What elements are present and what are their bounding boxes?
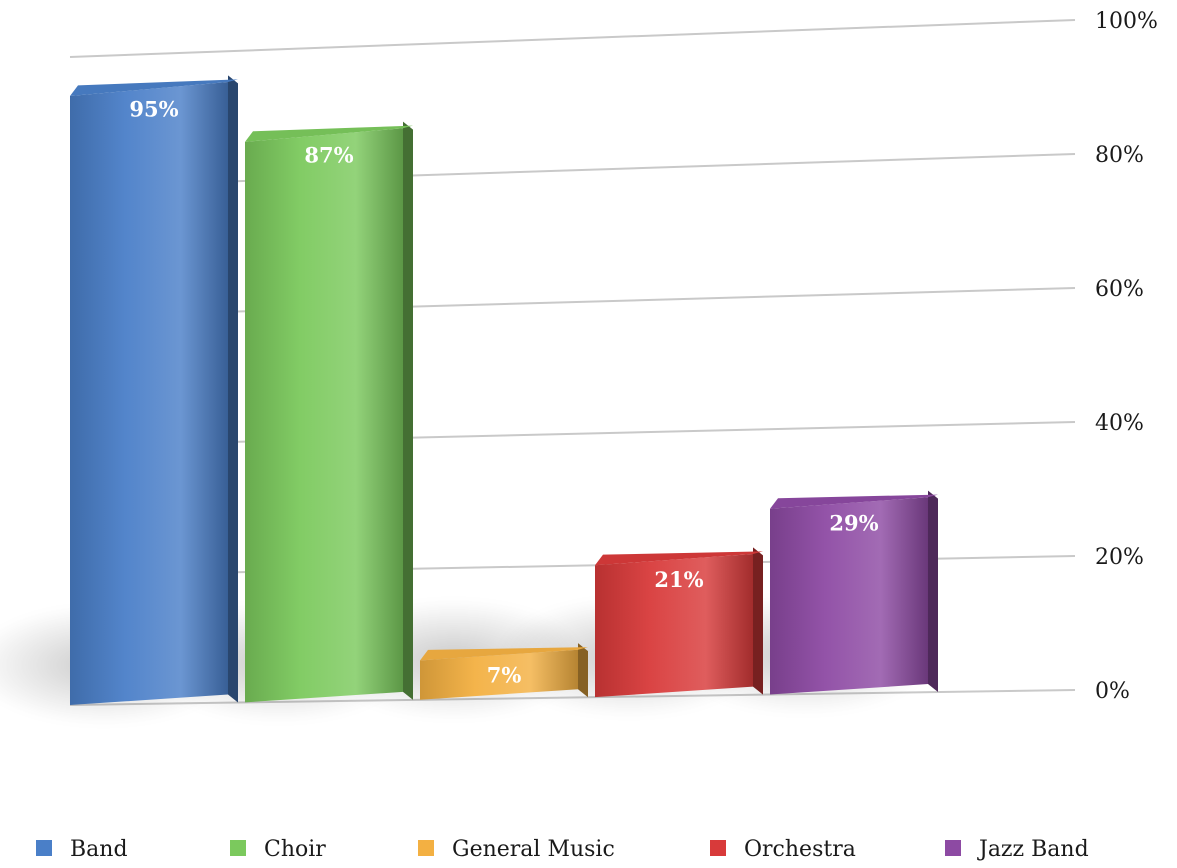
legend-swatch xyxy=(945,840,961,856)
data-labels: 95% 87% 7% 21% 29% xyxy=(129,96,878,687)
legend-label: Choir xyxy=(264,837,326,862)
bar-side xyxy=(928,490,938,693)
y-tick-label: 0% xyxy=(1095,679,1130,704)
legend: Band Choir General Music Orchestra Jazz Band xyxy=(36,837,1089,862)
bar-top xyxy=(420,647,588,661)
bar-side xyxy=(578,643,588,698)
bar-side xyxy=(403,121,413,700)
legend-swatch xyxy=(36,840,52,856)
legend-label: Band xyxy=(70,837,128,862)
bars xyxy=(70,75,938,706)
data-label: 21% xyxy=(654,567,703,592)
legend-swatch xyxy=(230,840,246,856)
y-tick-label: 60% xyxy=(1095,277,1144,302)
y-tick-label: 80% xyxy=(1095,143,1144,168)
legend-label: General Music xyxy=(452,837,615,862)
bar-top xyxy=(70,79,238,96)
bar-orchestra xyxy=(595,553,753,698)
legend-swatch xyxy=(710,840,726,856)
data-label: 95% xyxy=(129,96,178,121)
y-tick-label: 40% xyxy=(1095,411,1144,436)
bar-choir xyxy=(245,128,403,703)
bar-side xyxy=(228,75,238,703)
bar-jazz-band xyxy=(770,497,928,695)
data-label: 87% xyxy=(304,142,353,167)
y-tick-label: 20% xyxy=(1095,545,1144,570)
legend-swatch xyxy=(418,840,434,856)
y-axis-ticks: 0% 20% 40% 60% 80% 100% xyxy=(1095,9,1158,704)
bar-top xyxy=(595,551,763,566)
y-tick-label: 100% xyxy=(1095,9,1158,34)
gridline xyxy=(69,19,1076,58)
bar-band xyxy=(70,81,228,706)
bar-general-music xyxy=(420,649,578,700)
legend-label: Orchestra xyxy=(744,837,856,862)
legend-label: Jazz Band xyxy=(977,837,1089,862)
bar-side xyxy=(753,547,763,695)
bar-top xyxy=(245,125,413,142)
bar-top xyxy=(770,494,938,509)
data-label: 7% xyxy=(487,662,522,687)
data-label: 29% xyxy=(829,510,878,535)
